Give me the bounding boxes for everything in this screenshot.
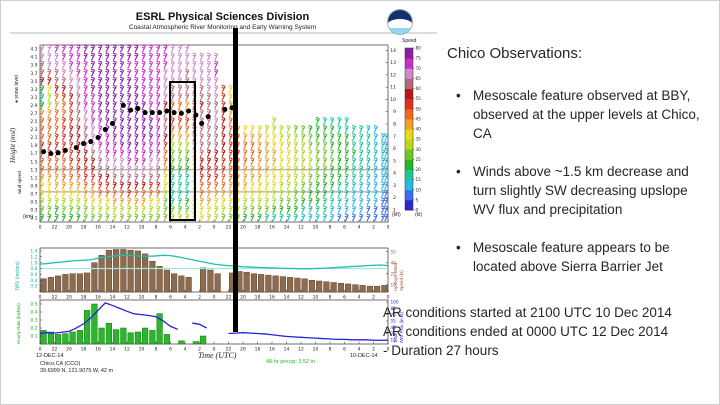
noaa-logo-icon [388, 10, 412, 34]
plot-subtitle: Coastal Atmospheric River Monitoring and… [128, 24, 317, 31]
upslope-wind-axis-label: Upslope Wind Speed (kt) [393, 262, 404, 291]
bullet-icon: • [456, 164, 461, 179]
station-coordinates: 39.6999 N, 121.9075 W, 42 m [40, 368, 114, 374]
time-axis-label: Time (UTC) [198, 351, 237, 360]
bullet-item: • Winds above ~1.5 km decrease and turn … [456, 162, 708, 219]
mesoscale-feature-box [169, 81, 196, 221]
height-axis-label: Height (msl) [9, 127, 17, 163]
sidebar-heading: Chico Observations: [447, 45, 583, 62]
bullet-icon: • [456, 88, 461, 103]
iwv-axis-label: IWV (inches) [15, 261, 21, 290]
ar-monitoring-chart-canvas [0, 0, 445, 400]
km-units-label: (km) [23, 214, 33, 220]
date-right-label: 10-DEC-14 [350, 353, 378, 359]
ar-conditions-summary: AR conditions started at 2100 UTC 10 Dec… [383, 303, 705, 360]
bullet-text: Mesoscale feature observed at BBY, obser… [473, 88, 700, 141]
colorbar-title: Speed [402, 38, 417, 44]
ar-end-line: AR conditions ended at 0000 UTC 12 Dec 2… [383, 324, 669, 339]
plot-title: ESRL Physical Sciences Division [135, 11, 310, 23]
bullet-text: Winds above ~1.5 km decrease and turn sl… [473, 164, 689, 217]
station-name: Chico,CA (CCO) [40, 361, 81, 367]
snow-level-legend: ● snow level [14, 75, 20, 103]
bullet-icon: • [456, 240, 461, 255]
ar-start-line: AR conditions started at 2100 UTC 10 Dec… [383, 305, 672, 320]
kft-units-label: (kft) [392, 212, 401, 218]
hourly-rain-axis-label: Hourly Rain (inches) [16, 303, 21, 344]
precip-total-note: 48-hr precip: 3.52 in [266, 359, 315, 365]
bullet-item: • Mesoscale feature observed at BBY, obs… [456, 86, 708, 143]
bullet-item: • Mesoscale feature appears to be locate… [456, 238, 708, 276]
date-left-label: 12-DEC-14 [36, 353, 64, 359]
colorbar-units-label: (kt) [415, 212, 423, 218]
bullet-text: Mesoscale feature appears to be located … [473, 240, 670, 274]
ar-start-marker-line [233, 28, 238, 332]
snow-level-dot-icon: ● [14, 99, 20, 103]
wind-speed-axis-label: wind speed [17, 171, 22, 194]
ar-duration-line: - Duration 27 hours [383, 343, 499, 358]
